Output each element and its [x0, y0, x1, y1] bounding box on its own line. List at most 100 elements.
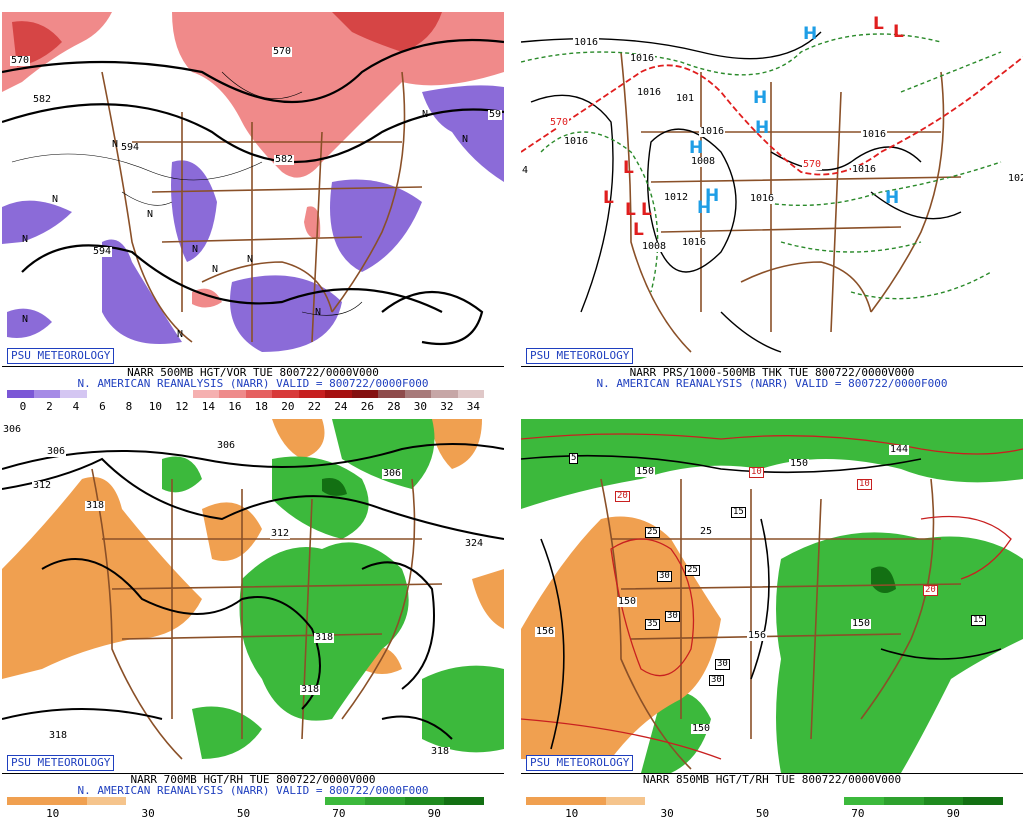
- contour-label: 582: [274, 154, 295, 165]
- product-title: NARR PRS/1000-500MB THK TUE 800722/0000V…: [629, 366, 915, 379]
- product-title: NARR 500MB HGT/VOR TUE 800722/0000V000: [127, 366, 379, 379]
- low-pressure-center: L: [633, 220, 644, 240]
- contour-label: 570: [10, 55, 31, 66]
- moist-region-east: [776, 532, 1023, 773]
- vorticity-contours: [11, 71, 363, 316]
- colorbar-swatch: [404, 390, 431, 398]
- thickness-lines: [521, 33, 1002, 300]
- low-pressure-center: L: [623, 158, 634, 178]
- neg-markers: N N N N N N N N N N N N: [22, 109, 468, 340]
- colorbar-tick-label: 28: [387, 400, 401, 412]
- colorbar-swatch: [60, 390, 87, 398]
- height-contours: [521, 454, 1002, 750]
- height-label: 150: [635, 466, 656, 477]
- colorbar-tick-label: 90: [427, 807, 441, 819]
- temp-label: 35: [645, 619, 660, 630]
- colorbar-tick-label: 26: [360, 400, 375, 412]
- colorbar-swatch: [7, 390, 34, 398]
- high-pressure-center: H: [753, 88, 768, 108]
- colorbar-tick-label: 4: [72, 400, 80, 412]
- neg-vort-pacific: [7, 308, 52, 338]
- colorbar-swatch: [33, 390, 60, 398]
- product-title: NARR 700MB HGT/RH TUE 800722/0000V000: [130, 773, 376, 786]
- height-label: 156: [535, 626, 556, 637]
- neg-vort-sw: [102, 239, 182, 344]
- colorbar-swatch: [166, 797, 206, 805]
- isobar-label: 1016: [573, 37, 600, 48]
- colorbar-swatch: [457, 390, 484, 398]
- low-pressure-center: L: [603, 188, 614, 208]
- dry-region-north: [272, 419, 325, 459]
- colorbar-swatch: [351, 390, 378, 398]
- colorbar-swatch: [685, 797, 725, 805]
- contour-label: 318: [314, 632, 335, 643]
- temp-label: 25: [685, 565, 700, 576]
- isobar-label: 1016: [861, 129, 888, 140]
- geography-lines: [101, 71, 423, 343]
- height-label: 150: [851, 618, 872, 629]
- contour-label: 306: [216, 440, 237, 451]
- contour-label: 318: [430, 746, 451, 757]
- colorbar-tick-label: 12: [175, 400, 189, 412]
- brand-badge: PSU METEOROLOGY: [526, 755, 634, 771]
- isobar-label: 1016: [851, 164, 878, 175]
- moist-region-gulf: [641, 692, 711, 773]
- colorbar-tick-label: 24: [334, 400, 348, 412]
- colorbar-tick-label: 70: [332, 807, 346, 819]
- contour-label: 570: [272, 46, 293, 57]
- colorbar-swatch: [46, 797, 87, 805]
- svg-text:N: N: [212, 264, 218, 275]
- brand-badge: PSU METEOROLOGY: [7, 755, 115, 771]
- temp-label: 30: [657, 571, 672, 582]
- isotherms: [521, 433, 1023, 760]
- colorbar-swatch: [883, 797, 924, 805]
- dry-region-west: [2, 477, 202, 679]
- panel-700mb-rh: 306 312 318 306 306 312 324 318 318 318 …: [2, 419, 504, 819]
- colorbar-swatch: [7, 797, 47, 805]
- temp-label: 25: [699, 526, 714, 537]
- geography-lines: [91, 468, 443, 760]
- contour-label: 312: [270, 528, 291, 539]
- colorbar-swatch: [298, 390, 325, 398]
- moist-core: [871, 566, 896, 593]
- vort-spot-mid: [304, 206, 321, 238]
- high-pressure-center: H: [885, 188, 900, 208]
- thickness-570: [521, 56, 1023, 176]
- height-label: 150: [617, 596, 638, 607]
- colorbar-tick-label: 22: [307, 400, 322, 412]
- temp-label: 30: [665, 611, 680, 622]
- dry-region-se: [472, 569, 504, 629]
- colorbar-tick-label: 30: [660, 807, 674, 819]
- isobar-label: 1016: [681, 237, 708, 248]
- contour-label: 306: [2, 424, 23, 435]
- low-pressure-center: L: [893, 22, 904, 42]
- dry-region-mid: [202, 502, 262, 561]
- temp-label: 20: [615, 491, 630, 502]
- colorbar-tick-label: 32: [440, 400, 454, 412]
- colorbar-tick-label: 50: [755, 807, 770, 819]
- vort-max-north: [172, 12, 504, 178]
- map-pressure-svg: [521, 12, 1023, 366]
- high-pressure-center: H: [755, 118, 770, 138]
- isobar-label: 1016: [749, 193, 776, 204]
- isobar-label: 4: [521, 165, 530, 176]
- svg-text:N: N: [247, 254, 253, 265]
- map-850mb-svg: [521, 419, 1023, 773]
- colorbar-swatch: [192, 390, 219, 398]
- neg-vort-east: [330, 179, 422, 272]
- colorbar-swatch: [86, 797, 127, 805]
- valid-time: N. AMERICAN REANALYSIS (NARR) VALID = 80…: [596, 377, 948, 390]
- contour-label: 318: [85, 500, 106, 511]
- colorbar-swatch: [645, 797, 685, 805]
- moist-region-atlantic: [422, 665, 504, 753]
- colorbar-swatch: [285, 797, 325, 805]
- colorbar-swatch: [404, 797, 445, 805]
- moist-core: [322, 478, 347, 496]
- isobar-label: 1008: [641, 241, 668, 252]
- colorbar-ticks: 10 30 50 70 90: [7, 808, 484, 819]
- colorbar-tick-label: 16: [228, 400, 242, 412]
- colorbar-tick-label: 30: [413, 400, 428, 412]
- colorbar-tick-label: 34: [466, 400, 481, 412]
- contour-label: 312: [32, 480, 53, 491]
